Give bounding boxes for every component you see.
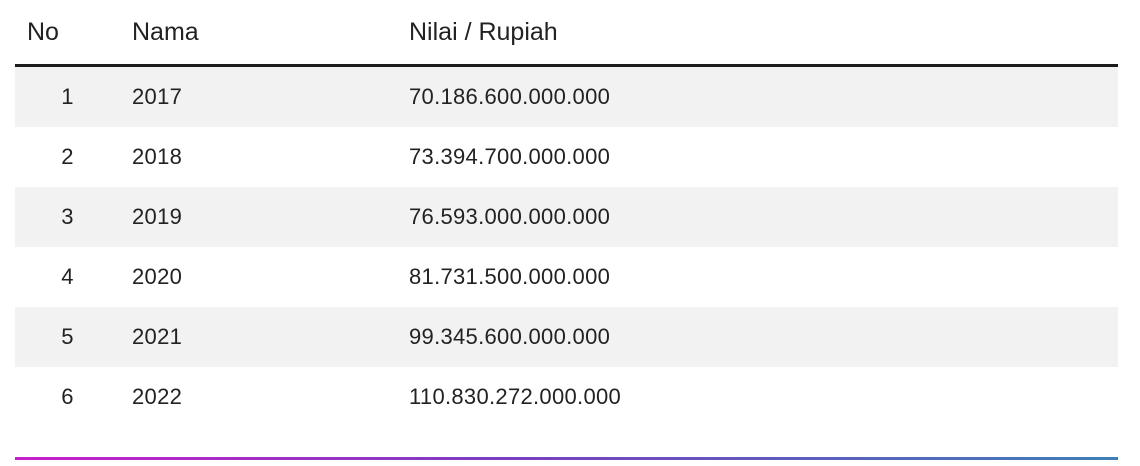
cell-no: 2 bbox=[15, 127, 120, 187]
gradient-divider bbox=[15, 457, 1118, 460]
table-row: 1 2017 70.186.600.000.000 bbox=[15, 65, 1118, 127]
cell-nama: 2018 bbox=[120, 127, 397, 187]
cell-nilai: 99.345.600.000.000 bbox=[397, 307, 1118, 367]
data-table-container: No Nama Nilai / Rupiah 1 2017 70.186.600… bbox=[15, 0, 1118, 427]
table-header: No Nama Nilai / Rupiah bbox=[15, 0, 1118, 67]
cell-no: 6 bbox=[15, 367, 120, 427]
cell-nilai: 70.186.600.000.000 bbox=[397, 65, 1118, 127]
cell-nama: 2017 bbox=[120, 65, 397, 127]
cell-nama: 2022 bbox=[120, 367, 397, 427]
table-header-row: No Nama Nilai / Rupiah bbox=[15, 0, 1118, 67]
table-row: 5 2021 99.345.600.000.000 bbox=[15, 307, 1118, 367]
table-row: 6 2022 110.830.272.000.000 bbox=[15, 367, 1118, 427]
column-header-no: No bbox=[15, 0, 120, 67]
table-row: 3 2019 76.593.000.000.000 bbox=[15, 187, 1118, 247]
cell-nilai: 110.830.272.000.000 bbox=[397, 367, 1118, 427]
cell-nilai: 73.394.700.000.000 bbox=[397, 127, 1118, 187]
cell-nilai: 81.731.500.000.000 bbox=[397, 247, 1118, 307]
cell-no: 1 bbox=[15, 65, 120, 127]
table-row: 2 2018 73.394.700.000.000 bbox=[15, 127, 1118, 187]
cell-nilai: 76.593.000.000.000 bbox=[397, 187, 1118, 247]
cell-no: 4 bbox=[15, 247, 120, 307]
data-table: No Nama Nilai / Rupiah 1 2017 70.186.600… bbox=[15, 0, 1118, 427]
column-header-nilai: Nilai / Rupiah bbox=[397, 0, 1118, 67]
cell-nama: 2019 bbox=[120, 187, 397, 247]
table-body: 1 2017 70.186.600.000.000 2 2018 73.394.… bbox=[15, 65, 1118, 427]
cell-no: 5 bbox=[15, 307, 120, 367]
column-header-nama: Nama bbox=[120, 0, 397, 67]
cell-nama: 2020 bbox=[120, 247, 397, 307]
cell-nama: 2021 bbox=[120, 307, 397, 367]
cell-no: 3 bbox=[15, 187, 120, 247]
table-row: 4 2020 81.731.500.000.000 bbox=[15, 247, 1118, 307]
